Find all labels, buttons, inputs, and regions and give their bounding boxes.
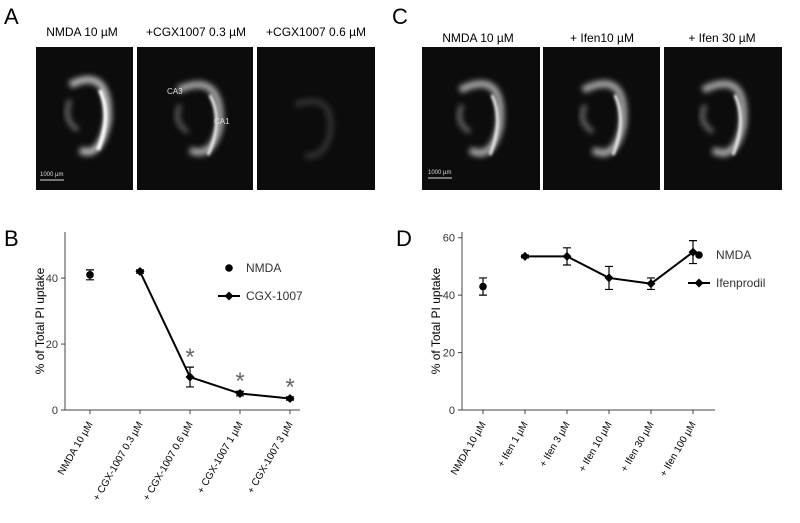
data-point xyxy=(520,251,530,261)
y-tick-label: 40 xyxy=(443,290,455,302)
region-label: CA3 xyxy=(167,87,183,96)
data-point xyxy=(185,372,195,382)
data-point xyxy=(235,389,245,399)
micrograph: CA3 CA1 xyxy=(137,47,253,190)
image-title: + Ifen10 µM xyxy=(570,31,634,45)
legend-marker xyxy=(224,291,234,301)
y-axis-label: % of Total PI uptake xyxy=(33,267,47,374)
significance-label: * xyxy=(185,344,194,371)
data-point xyxy=(604,273,614,283)
data-point xyxy=(688,247,698,257)
image-title: +CGX1007 0.3 µM xyxy=(146,25,246,39)
scale-bar-label: 1000 µm xyxy=(428,170,451,176)
image-title: NMDA 10 µM xyxy=(46,25,118,39)
series-line xyxy=(139,271,291,400)
micrograph: 1000 µm xyxy=(422,47,540,190)
significance-label: * xyxy=(285,374,294,401)
legend-marker xyxy=(694,278,704,288)
significance-label: * xyxy=(235,368,244,395)
y-tick-label: 20 xyxy=(46,339,58,351)
region-label: CA1 xyxy=(214,117,230,126)
legend-label: CGX-1007 xyxy=(246,289,303,303)
y-tick-label: 20 xyxy=(443,348,455,360)
data-point xyxy=(562,251,572,261)
data-point xyxy=(646,279,656,289)
y-tick-label: 40 xyxy=(46,273,58,285)
image-title: NMDA 10 µM xyxy=(442,31,514,45)
legend-label: NMDA xyxy=(716,248,751,262)
y-axis-label: % of Total PI uptake xyxy=(429,267,443,374)
panel-label: A xyxy=(4,4,19,29)
micrograph xyxy=(543,47,660,190)
legend-marker xyxy=(695,251,703,259)
y-tick-label: 60 xyxy=(443,233,455,245)
panel-label: B xyxy=(4,226,19,251)
panel-label: D xyxy=(396,226,412,251)
legend-label: NMDA xyxy=(246,261,281,275)
data-point xyxy=(479,282,487,291)
image-title: + Ifen 30 µM xyxy=(688,31,755,45)
data-point xyxy=(86,271,94,279)
micrograph xyxy=(257,47,375,190)
data-point xyxy=(135,267,145,277)
micrograph: 1000 µm xyxy=(36,47,133,190)
panel-label: C xyxy=(392,4,408,29)
micrograph xyxy=(664,47,782,190)
legend-label: Ifenprodil xyxy=(716,276,765,290)
scale-bar-label: 1000 µm xyxy=(40,172,63,178)
y-tick-label: 0 xyxy=(52,405,58,417)
image-title: +CGX1007 0.6 µM xyxy=(266,25,366,39)
y-tick-label: 0 xyxy=(449,405,455,417)
legend-marker xyxy=(225,264,233,272)
data-point xyxy=(285,393,295,403)
